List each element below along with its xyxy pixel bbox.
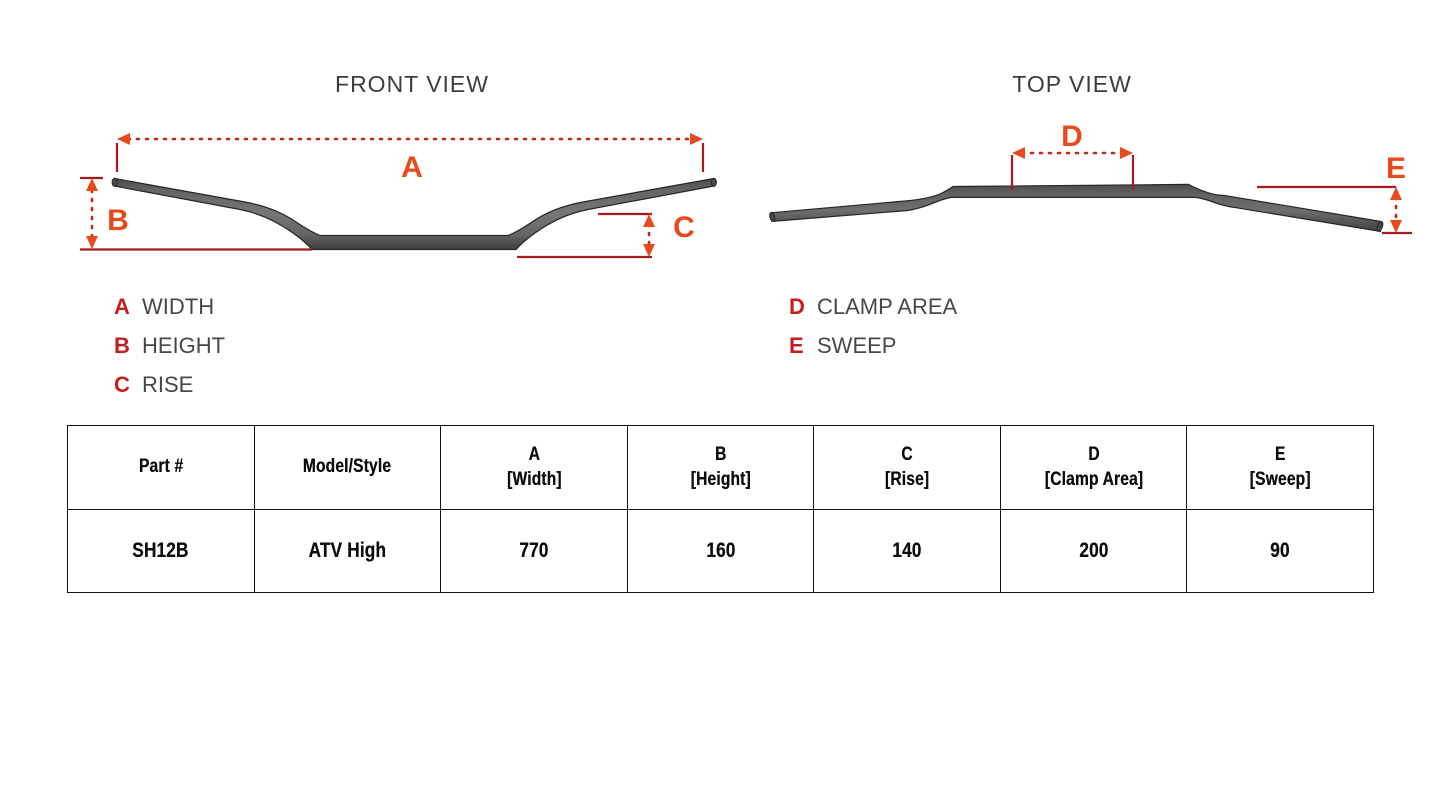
svg-text:C: C (673, 211, 695, 244)
svg-text:B: B (107, 204, 129, 237)
svg-text:TOP VIEW: TOP VIEW (1012, 71, 1132, 97)
svg-text:E: E (789, 333, 804, 358)
svg-text:SWEEP: SWEEP (817, 333, 896, 358)
svg-text:A: A (114, 294, 130, 319)
svg-text:D: D (789, 294, 805, 319)
svg-text:B: B (114, 333, 130, 358)
svg-text:HEIGHT: HEIGHT (142, 333, 225, 358)
svg-text:CLAMP AREA: CLAMP AREA (817, 294, 958, 319)
svg-text:WIDTH: WIDTH (142, 294, 214, 319)
svg-text:D: D (1061, 120, 1083, 153)
svg-text:RISE: RISE (142, 372, 193, 397)
svg-text:A: A (401, 151, 423, 184)
svg-text:FRONT VIEW: FRONT VIEW (335, 71, 489, 97)
svg-text:E: E (1386, 152, 1406, 185)
svg-text:C: C (114, 372, 130, 397)
